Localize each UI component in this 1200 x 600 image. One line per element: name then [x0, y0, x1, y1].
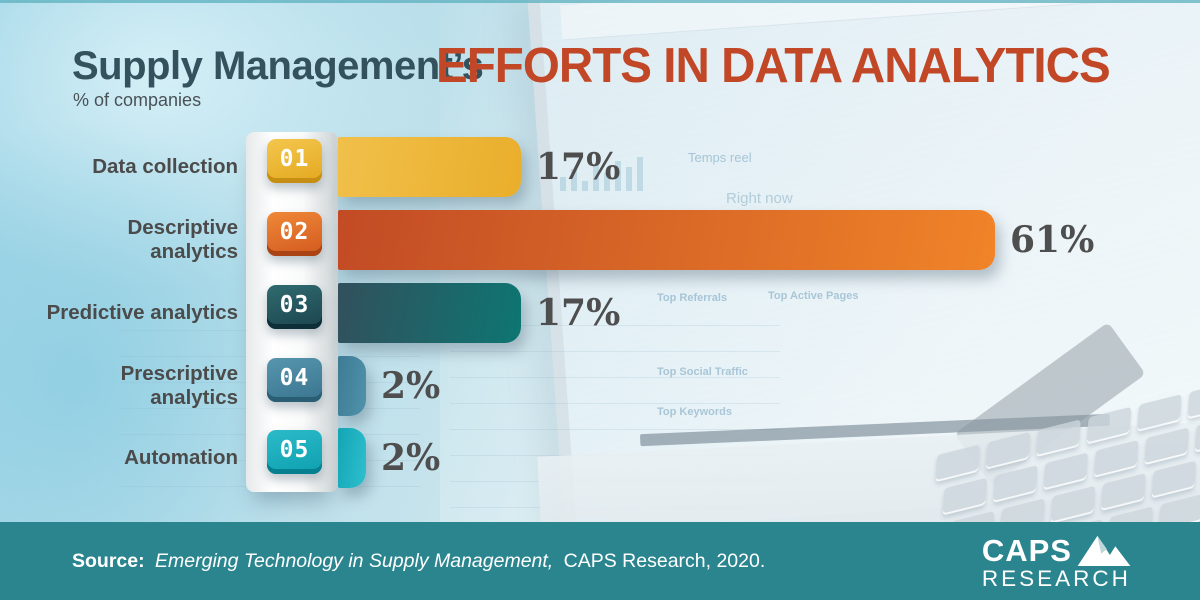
category-label: Prescriptive analytics — [120, 361, 238, 409]
chart-row-prescriptive-analytics: Prescriptive analytics 04 2% — [0, 356, 1200, 416]
bar-prescriptive-analytics — [338, 356, 366, 416]
logo-text-caps: CAPS — [981, 533, 1072, 568]
chart-row-automation: Automation 05 2% — [0, 428, 1200, 488]
value-label: 17% — [536, 292, 621, 334]
bar-descriptive-analytics — [338, 210, 995, 270]
source-prefix: Source: — [72, 549, 145, 572]
source-publisher: CAPS Research, 2020. — [563, 549, 766, 572]
top-edge-line — [0, 0, 1200, 3]
source-footer: Source: Emerging Technology in Supply Ma… — [0, 522, 1200, 600]
category-label: Automation — [124, 445, 238, 469]
background-screen-text: Top Active Pages — [768, 290, 859, 302]
mountain-icon — [1077, 535, 1131, 566]
background-screen-text: Temps reel — [688, 150, 752, 165]
chart-row-descriptive-analytics: Descriptive analytics 02 61% — [0, 210, 1200, 270]
category-label: Predictive analytics — [46, 300, 238, 324]
chart-subtitle: % of companies — [73, 90, 202, 110]
rank-badge: 04 — [267, 358, 322, 402]
rank-badge: 01 — [267, 139, 322, 183]
caps-research-logo: CAPS RESEARCH — [982, 534, 1132, 591]
value-label: 2% — [381, 365, 441, 407]
background-screen-text: Right now — [726, 190, 793, 207]
source-publication: Emerging Technology in Supply Management… — [155, 549, 554, 572]
rank-badge: 05 — [267, 430, 322, 474]
value-label: 61% — [1010, 219, 1095, 261]
background-screen-text: Top Social Traffic — [657, 366, 748, 378]
category-label: Descriptive analytics — [127, 215, 238, 263]
page-title-left: Supply Management’s — [72, 44, 484, 88]
bar-data-collection — [338, 137, 521, 197]
value-label: 17% — [536, 146, 621, 188]
page-title-right: EFFORTS IN DATA ANALYTICS — [436, 39, 1111, 93]
value-label: 2% — [381, 437, 441, 479]
background-screen-text: Top Keywords — [657, 406, 732, 418]
chart-row-data-collection: Data collection 01 17% — [0, 137, 1200, 197]
logo-text-research: RESEARCH — [981, 566, 1131, 591]
chart-row-predictive-analytics: Predictive analytics 03 17% — [0, 283, 1200, 343]
source-text: Source: Emerging Technology in Supply Ma… — [72, 550, 770, 573]
bar-automation — [338, 428, 366, 488]
bar-predictive-analytics — [338, 283, 521, 343]
background-mini-chart — [560, 155, 670, 191]
category-label: Data collection — [92, 154, 238, 178]
rank-badge: 03 — [267, 285, 322, 329]
rank-badge: 02 — [267, 212, 322, 256]
background-screen-text: Top Referrals — [657, 292, 728, 304]
